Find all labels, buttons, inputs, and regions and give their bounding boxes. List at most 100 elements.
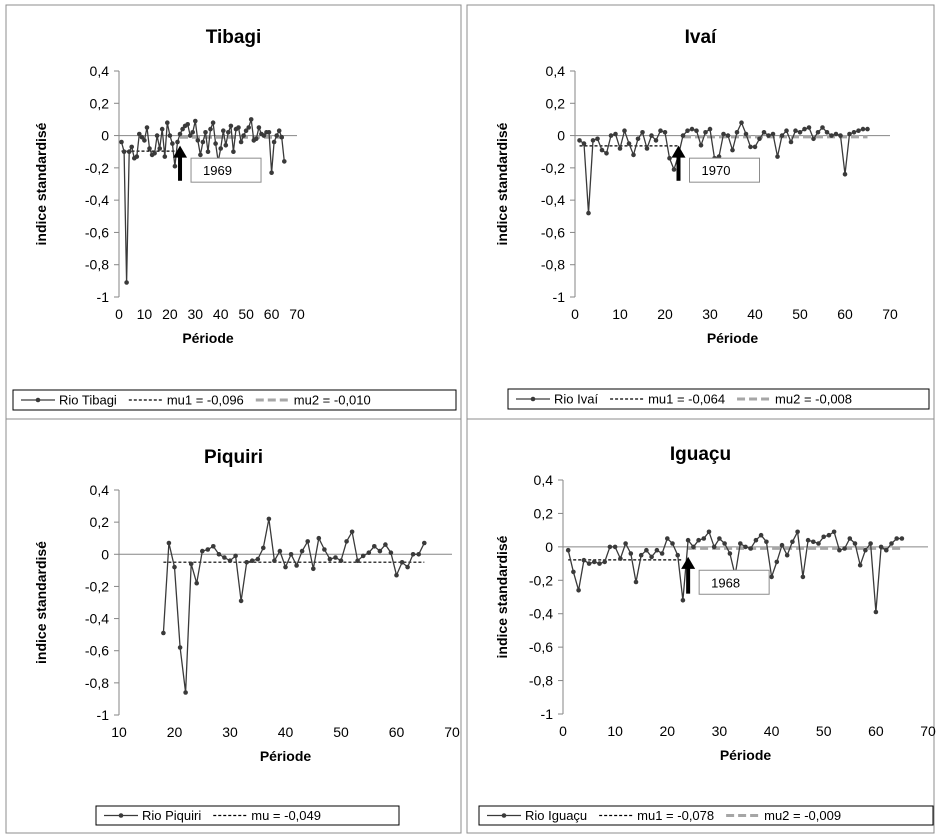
- data-point: [658, 128, 663, 133]
- data-point: [134, 154, 140, 159]
- data-point: [800, 574, 806, 580]
- y-tick-label: -1: [97, 289, 110, 305]
- data-point: [738, 541, 743, 546]
- x-tick-label: 30: [712, 723, 728, 739]
- legend-entry: mu1 = -0,078: [637, 808, 714, 823]
- data-point: [333, 555, 338, 560]
- legend: Rio Ivaí mu1 = -0,064 mu2 = -0,008: [507, 388, 930, 410]
- data-point: [626, 141, 632, 146]
- data-point: [604, 151, 609, 156]
- data-point: [316, 535, 322, 541]
- data-point: [761, 130, 767, 135]
- legend-marker: [118, 813, 124, 818]
- data-point: [685, 128, 690, 133]
- y-tick-label: -0,2: [85, 578, 109, 594]
- x-tick-label: 0: [115, 306, 123, 322]
- data-point: [769, 574, 774, 580]
- data-point: [355, 558, 360, 563]
- data-point: [249, 558, 255, 563]
- data-point: [203, 130, 208, 135]
- x-axis-label: Période: [260, 748, 312, 764]
- data-point: [222, 555, 227, 560]
- data-point: [790, 539, 795, 545]
- panel-border: [466, 418, 935, 834]
- data-point: [640, 130, 645, 135]
- data-point: [177, 645, 183, 650]
- breakpoint-label: 1969: [203, 163, 232, 178]
- x-tick-label: 10: [607, 723, 623, 739]
- x-tick-label: 20: [657, 306, 673, 322]
- data-point: [388, 550, 394, 555]
- data-point: [857, 562, 863, 568]
- y-tick-label: 0,4: [90, 63, 110, 79]
- data-point: [644, 547, 649, 553]
- data-point: [586, 561, 592, 566]
- data-point: [826, 532, 832, 538]
- data-point: [266, 516, 272, 522]
- data-point: [172, 163, 178, 169]
- data-point: [126, 149, 132, 154]
- x-tick-label: 60: [264, 306, 280, 322]
- data-point: [602, 559, 607, 565]
- chart-panel-1: Tibagi 0,4 0,2 0 -0,2 -0,4 -0,6 -0,8 -1 0 10 20 30 40…: [5, 4, 462, 420]
- data-point: [774, 559, 780, 565]
- data-point: [577, 138, 582, 143]
- data-point: [784, 128, 789, 133]
- data-point: [793, 128, 798, 133]
- data-point: [124, 280, 129, 285]
- data-point: [722, 541, 727, 546]
- data-point: [211, 544, 216, 549]
- data-point: [198, 152, 203, 158]
- y-tick-label: -0,8: [529, 673, 553, 689]
- data-point: [649, 554, 654, 560]
- data-point: [766, 133, 771, 138]
- x-tick-label: 30: [187, 306, 203, 322]
- y-tick-label: 0: [557, 128, 565, 144]
- data-point: [633, 579, 639, 585]
- data-point: [154, 133, 160, 138]
- data-point: [147, 146, 152, 151]
- data-point: [698, 143, 704, 148]
- y-tick-label: -0,8: [541, 257, 565, 273]
- data-point: [299, 548, 305, 554]
- data-point: [581, 557, 587, 563]
- legend: Rio Tibagi mu1 = -0,096 mu2 = -0,010: [12, 389, 457, 411]
- data-point: [860, 126, 866, 132]
- legend-entry: mu2 = -0,009: [764, 808, 841, 823]
- x-tick-label: 70: [882, 306, 898, 322]
- data-point: [139, 134, 145, 140]
- y-axis-label: indice standardisé: [494, 122, 510, 245]
- data-point: [717, 536, 722, 541]
- data-point: [142, 138, 147, 143]
- chart-panel-3: Piquiri 0,4 0,2 0 -0,2 -0,4 -0,6 -0,8 -110 20 30 40…: [5, 418, 462, 834]
- data-point: [863, 547, 868, 553]
- data-point: [274, 133, 280, 138]
- data-point: [188, 561, 194, 567]
- data-point: [238, 598, 244, 604]
- y-tick-label: 0,2: [534, 505, 554, 521]
- x-tick-label: 50: [238, 306, 254, 322]
- legend-marker: [501, 813, 507, 818]
- breakpoint-label-box: [698, 569, 770, 595]
- panel-border: [5, 4, 462, 420]
- data-point: [157, 146, 162, 151]
- legend-entry: mu2 = -0,010: [294, 393, 371, 408]
- y-axis-label: indice standardisé: [33, 541, 49, 664]
- data-point: [360, 553, 366, 559]
- y-tick-label: 0,4: [534, 472, 554, 488]
- legend-box: [507, 388, 930, 410]
- y-tick-label: 0: [101, 546, 109, 562]
- data-point: [889, 541, 894, 546]
- data-point: [685, 537, 691, 543]
- data-point: [653, 138, 659, 143]
- breakpoint-label: 1970: [702, 163, 731, 178]
- legend-entry: Rio Ivaí: [554, 392, 598, 407]
- data-point: [226, 130, 231, 135]
- data-point: [631, 152, 636, 158]
- data-point: [847, 536, 853, 541]
- data-point: [842, 172, 848, 177]
- y-tick-label: -0,6: [85, 643, 109, 659]
- data-point: [144, 125, 150, 130]
- data-point: [788, 139, 794, 145]
- data-point: [711, 544, 717, 550]
